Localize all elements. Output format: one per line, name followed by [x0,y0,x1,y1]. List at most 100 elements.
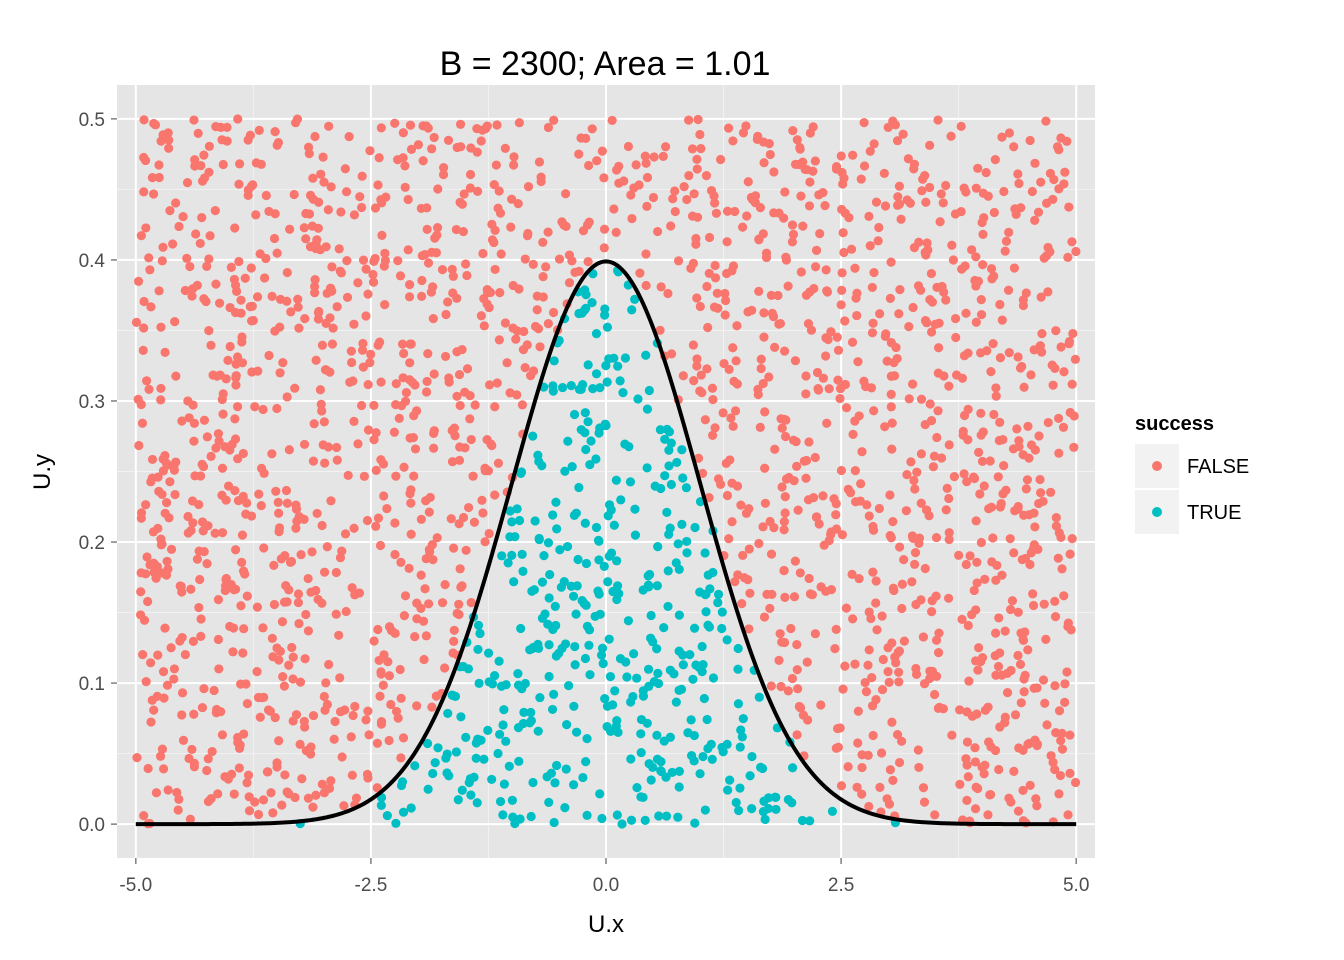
point-false [760,407,770,417]
point-true [505,506,515,516]
point-false [217,463,228,473]
point-false [357,171,367,181]
point-false [149,189,159,199]
point-false [871,576,881,586]
point-false [452,347,462,357]
point-false [920,171,930,181]
major-gridlines [117,85,1095,858]
point-true [622,672,632,682]
point-false [494,186,504,196]
point-true [406,803,416,813]
point-false [428,314,438,324]
point-false [1005,534,1015,544]
point-false [722,237,732,247]
point-false [933,703,943,714]
point-false [673,256,684,266]
point-false [317,406,327,416]
point-false [999,186,1009,197]
point-false [368,269,378,280]
point-false [137,418,148,428]
point-false [857,789,867,799]
point-false [902,470,912,480]
point-false [403,245,413,255]
point-false [187,744,197,755]
point-true [509,577,519,587]
point-false [196,471,206,481]
point-false [774,208,784,218]
point-false [978,229,988,239]
point-false [884,799,895,809]
point-false [806,325,817,335]
point-false [210,206,220,216]
point-true [513,680,524,690]
point-false [1067,237,1077,247]
y-axis-ticks: 0.00.10.20.30.40.5 [79,110,117,836]
point-false [278,358,288,368]
density-curve [135,259,1077,827]
point-true [549,817,559,828]
point-false [141,569,151,579]
point-false [990,154,1000,165]
point-false [666,221,676,231]
point-false [759,332,769,342]
point-false [1045,247,1055,257]
point-false [799,456,809,466]
point-true [691,660,701,670]
point-false [484,302,494,313]
point-false [1053,413,1064,423]
point-false [764,372,774,382]
point-false [1050,596,1060,606]
point-false [781,474,792,484]
point-false [259,692,269,702]
point-false [264,206,274,217]
point-false [901,506,911,516]
point-false [867,672,877,683]
point-false [217,730,228,740]
point-true [624,442,634,452]
point-false [217,528,228,538]
point-false [314,306,324,317]
point-false [692,154,702,164]
point-false [708,394,718,405]
point-false [348,710,358,721]
point-false [255,712,265,722]
point-false [869,406,879,416]
point-false [264,350,274,361]
point-false [928,462,939,472]
point-false [340,164,350,174]
point-false [495,288,505,298]
point-false [1055,770,1066,781]
point-true [678,660,688,670]
point-false [274,736,284,746]
point-false [856,174,866,184]
point-false [997,315,1007,325]
point-true [591,369,602,379]
point-false [787,673,798,684]
point-false [291,523,301,533]
point-false [326,496,336,506]
point-false [493,458,504,468]
point-false [158,667,169,677]
point-false [728,421,738,431]
point-false [349,210,360,220]
point-false [142,552,152,562]
point-false [281,581,291,591]
point-false [171,198,181,208]
point-false [327,262,337,272]
point-false [409,471,419,481]
point-false [811,245,822,255]
point-false [154,172,164,183]
point-false [649,152,659,162]
point-false [282,267,292,278]
point-false [1027,186,1037,197]
point-false [1033,544,1043,554]
point-false [950,209,961,219]
point-false [390,118,400,128]
point-true [433,743,443,753]
point-false [358,338,368,349]
point-false [335,266,345,276]
point-false [383,657,393,667]
point-false [156,322,166,332]
point-false [867,282,877,293]
